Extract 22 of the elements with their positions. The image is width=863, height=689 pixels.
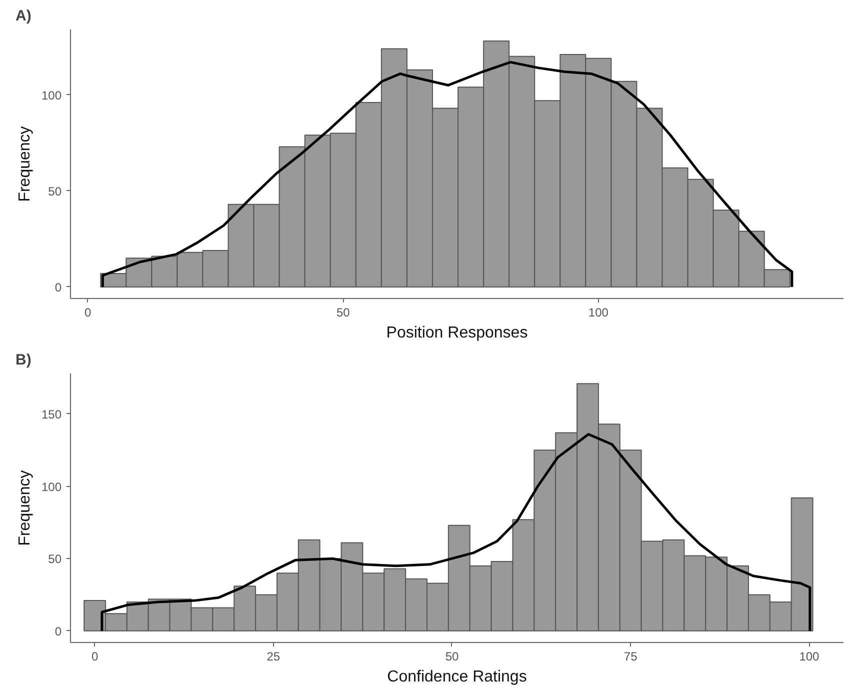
x-tick-label: 75	[624, 650, 638, 664]
x-axis-title: Confidence Ratings	[387, 668, 527, 686]
x-tick-label: 50	[336, 306, 350, 320]
chart-title: B)	[16, 352, 32, 368]
y-tick-label: 50	[48, 552, 62, 566]
y-tick-label: 50	[48, 184, 62, 198]
x-tick-label: 100	[799, 650, 820, 664]
x-tick-label: 0	[91, 650, 98, 664]
y-tick-label: 100	[41, 480, 62, 494]
x-tick-label: 25	[266, 650, 280, 664]
x-tick-label: 50	[445, 650, 459, 664]
y-tick-label: 0	[54, 624, 62, 638]
y-tick-label: 100	[41, 88, 62, 102]
y-axis-title: Frequency	[16, 126, 34, 202]
y-tick-label: 150	[41, 407, 62, 422]
y-axis-title: Frequency	[16, 470, 34, 546]
line-series	[101, 60, 794, 288]
chart-title: A)	[16, 8, 32, 24]
x-axis-title: Position Responses	[386, 324, 528, 342]
x-tick-label: 0	[84, 306, 92, 320]
y-tick-label: 0	[54, 280, 62, 294]
x-tick-label: 100	[588, 306, 609, 320]
